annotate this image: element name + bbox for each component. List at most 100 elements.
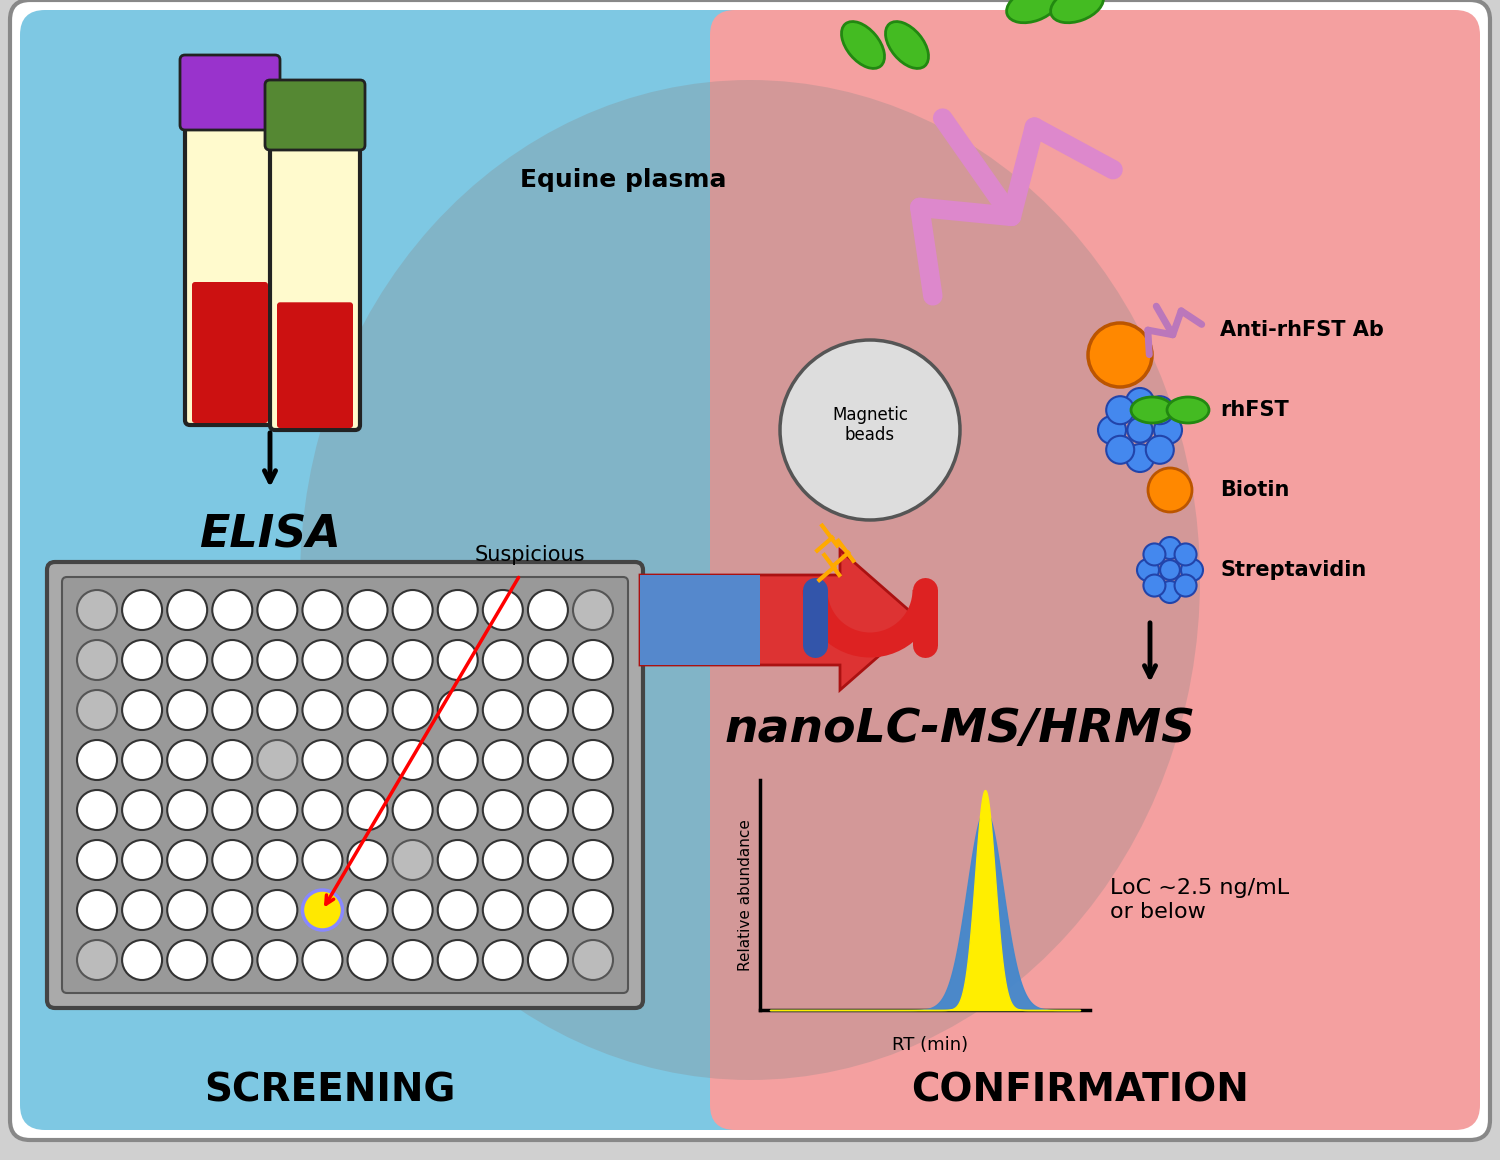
Text: LoC ~2.5 ng/mL
or below: LoC ~2.5 ng/mL or below bbox=[1110, 878, 1288, 921]
Circle shape bbox=[1088, 322, 1152, 387]
Circle shape bbox=[1154, 416, 1182, 444]
Circle shape bbox=[438, 890, 477, 930]
Circle shape bbox=[213, 890, 252, 930]
Circle shape bbox=[573, 740, 614, 780]
Circle shape bbox=[348, 790, 387, 831]
Circle shape bbox=[528, 940, 568, 980]
Circle shape bbox=[122, 890, 162, 930]
Circle shape bbox=[258, 740, 297, 780]
Circle shape bbox=[438, 790, 477, 831]
Circle shape bbox=[1128, 418, 1152, 443]
Circle shape bbox=[122, 590, 162, 630]
Circle shape bbox=[122, 740, 162, 780]
Circle shape bbox=[258, 690, 297, 730]
Circle shape bbox=[780, 340, 960, 520]
Circle shape bbox=[438, 690, 477, 730]
Circle shape bbox=[528, 740, 568, 780]
Text: Relative abundance: Relative abundance bbox=[738, 819, 753, 971]
Circle shape bbox=[483, 740, 524, 780]
Ellipse shape bbox=[1007, 0, 1059, 23]
Circle shape bbox=[258, 840, 297, 880]
Circle shape bbox=[483, 590, 524, 630]
Circle shape bbox=[303, 590, 342, 630]
Circle shape bbox=[438, 640, 477, 680]
Text: rhFST: rhFST bbox=[1220, 400, 1288, 420]
Circle shape bbox=[573, 890, 614, 930]
FancyArrow shape bbox=[640, 550, 920, 690]
Circle shape bbox=[76, 890, 117, 930]
Circle shape bbox=[258, 640, 297, 680]
Circle shape bbox=[166, 640, 207, 680]
Text: Magnetic
beads: Magnetic beads bbox=[833, 406, 908, 444]
Circle shape bbox=[483, 790, 524, 831]
Circle shape bbox=[1174, 574, 1197, 596]
Circle shape bbox=[483, 840, 524, 880]
Circle shape bbox=[393, 640, 432, 680]
FancyBboxPatch shape bbox=[46, 561, 644, 1008]
Circle shape bbox=[1098, 416, 1126, 444]
Circle shape bbox=[1143, 543, 1166, 565]
FancyBboxPatch shape bbox=[710, 10, 1480, 1130]
Circle shape bbox=[303, 640, 342, 680]
Circle shape bbox=[303, 740, 342, 780]
Circle shape bbox=[393, 690, 432, 730]
Text: Anti-rhFST Ab: Anti-rhFST Ab bbox=[1220, 320, 1385, 340]
Circle shape bbox=[348, 740, 387, 780]
Text: ELISA: ELISA bbox=[200, 514, 340, 557]
Text: Equine plasma: Equine plasma bbox=[520, 168, 726, 193]
Circle shape bbox=[303, 690, 342, 730]
Circle shape bbox=[528, 590, 568, 630]
Circle shape bbox=[1143, 574, 1166, 596]
Circle shape bbox=[76, 640, 117, 680]
Circle shape bbox=[528, 890, 568, 930]
Circle shape bbox=[213, 690, 252, 730]
Circle shape bbox=[348, 890, 387, 930]
Circle shape bbox=[166, 940, 207, 980]
Circle shape bbox=[1106, 397, 1134, 425]
Circle shape bbox=[166, 690, 207, 730]
Circle shape bbox=[1180, 559, 1203, 581]
Text: Streptavidin: Streptavidin bbox=[1220, 560, 1367, 580]
Ellipse shape bbox=[1131, 397, 1173, 423]
FancyBboxPatch shape bbox=[270, 135, 360, 430]
Circle shape bbox=[393, 840, 432, 880]
Circle shape bbox=[528, 840, 568, 880]
Ellipse shape bbox=[1050, 0, 1104, 23]
Circle shape bbox=[483, 940, 524, 980]
FancyBboxPatch shape bbox=[180, 55, 280, 130]
Circle shape bbox=[258, 940, 297, 980]
Circle shape bbox=[528, 640, 568, 680]
FancyBboxPatch shape bbox=[62, 577, 628, 993]
Circle shape bbox=[76, 840, 117, 880]
Circle shape bbox=[1126, 444, 1154, 472]
Ellipse shape bbox=[1167, 397, 1209, 423]
Text: Suspicious: Suspicious bbox=[474, 545, 585, 565]
Circle shape bbox=[348, 940, 387, 980]
Text: SCREENING: SCREENING bbox=[204, 1071, 456, 1109]
Circle shape bbox=[303, 940, 342, 980]
Circle shape bbox=[76, 690, 117, 730]
Circle shape bbox=[1137, 559, 1160, 581]
FancyBboxPatch shape bbox=[278, 303, 352, 428]
Circle shape bbox=[122, 840, 162, 880]
FancyBboxPatch shape bbox=[192, 282, 268, 423]
Circle shape bbox=[483, 690, 524, 730]
Circle shape bbox=[166, 590, 207, 630]
Circle shape bbox=[483, 890, 524, 930]
Circle shape bbox=[483, 640, 524, 680]
Circle shape bbox=[438, 740, 477, 780]
Circle shape bbox=[213, 740, 252, 780]
Circle shape bbox=[166, 790, 207, 831]
FancyBboxPatch shape bbox=[20, 10, 790, 1130]
Circle shape bbox=[258, 590, 297, 630]
FancyArrow shape bbox=[640, 575, 760, 665]
Circle shape bbox=[573, 690, 614, 730]
Circle shape bbox=[76, 590, 117, 630]
Ellipse shape bbox=[885, 22, 928, 68]
Circle shape bbox=[76, 940, 117, 980]
Circle shape bbox=[393, 740, 432, 780]
Circle shape bbox=[393, 590, 432, 630]
Circle shape bbox=[573, 640, 614, 680]
Circle shape bbox=[1160, 537, 1180, 559]
Ellipse shape bbox=[300, 80, 1200, 1080]
